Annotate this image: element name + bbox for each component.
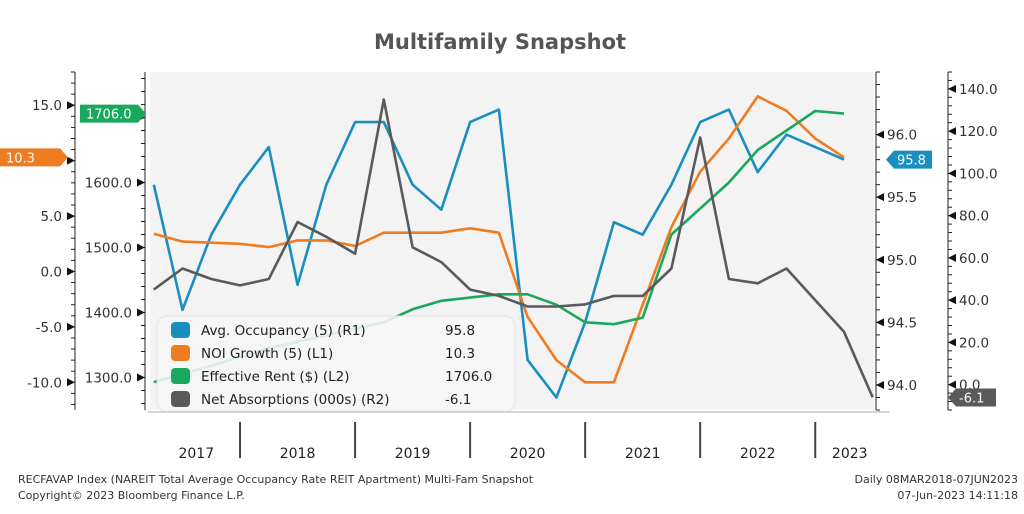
tick-label-R2: 100.0 [959,166,998,182]
year-label-0: 2017 [178,446,214,462]
legend-value-2: 1706.0 [445,369,492,385]
legend-label-3: Net Absorptions (000s) (R2) [201,392,390,408]
axis-tick-L1 [67,101,75,110]
value-tag-R1 [886,150,932,169]
year-label-2: 2019 [395,446,431,462]
legend-swatch-3 [171,391,190,407]
axis-tick-R1 [876,255,884,264]
axis-tick-R2 [948,338,956,347]
chart-title: Multifamily Snapshot [374,30,626,54]
legend-value-1: 10.3 [445,346,475,362]
value-tag-L2 [80,104,146,123]
footer-timestamp: 07-Jun-2023 14:11:18 [897,489,1018,502]
legend: Avg. Occupancy (5) (R1) 95.8 NOI Growth (5… [156,315,516,413]
tick-label-R2: 20.0 [959,335,989,351]
year-label-5: 2022 [740,446,776,462]
tick-label-R1: 94.0 [887,378,917,394]
value-tag-label-L2: 1706.0 [86,108,132,123]
value-tag-label-R2: -6.1 [959,392,984,407]
value-tag-L1 [0,148,68,167]
axis-tick-R2 [948,127,956,136]
axis-tick-L2 [137,178,145,187]
tick-label-R1: 96.0 [887,128,917,144]
value-tags: 10.3 1706.0 95.8 -6.1 [0,104,996,407]
legend-label-0: Avg. Occupancy (5) (R1) [201,323,366,339]
axis-tick-R1 [876,318,884,327]
axis-tick-R1 [876,193,884,202]
legend-value-0: 95.8 [445,323,475,339]
year-label-1: 2018 [280,446,316,462]
year-label-3: 2020 [510,446,546,462]
axis-tick-L1 [67,378,75,387]
legend-swatch-1 [171,345,190,361]
tick-label-R2: 60.0 [959,251,989,267]
value-tag-label-R1: 95.8 [897,154,926,169]
tick-label-L2: 1600.0 [85,176,132,192]
series-line-1 [153,95,845,384]
axis-tick-L1 [67,212,75,221]
legend-label-1: NOI Growth (5) (L1) [201,346,333,362]
axis-tick-R2 [948,84,956,93]
year-label-4: 2021 [625,446,661,462]
x-axis-years: 2017 2018 2019 2020 2021 2022 2023 [148,411,890,462]
value-tag-label-L1: 10.3 [6,151,35,166]
series-line-3 [153,98,874,398]
footer: RECFAVAP Index (NAREIT Total Average Occ… [18,473,1018,502]
axis-tick-L1 [67,267,75,276]
legend-label-2: Effective Rent ($) (L2) [201,369,349,385]
axis-tick-R2 [948,169,956,178]
tick-label-R2: 140.0 [959,82,998,98]
legend-swatch-0 [171,322,190,338]
axis-tick-L1 [67,322,75,331]
footer-range: Daily 08MAR2018-07JUN2023 [855,473,1018,486]
axis-tick-R2 [948,296,956,305]
footer-source: RECFAVAP Index (NAREIT Total Average Occ… [18,473,534,486]
tick-label-L1: 15.0 [32,98,62,114]
axis-tick-R1 [876,130,884,139]
tick-label-L2: 1400.0 [85,306,132,322]
axis-tick-L2 [137,308,145,317]
axis-tick-R2 [948,211,956,220]
tick-label-L2: 1500.0 [85,241,132,257]
tick-label-L2: 1300.0 [85,371,132,387]
legend-value-3: -6.1 [445,392,471,408]
axis-tick-R1 [876,380,884,389]
tick-label-R2: 120.0 [959,124,998,140]
axis-tick-L2 [137,373,145,382]
axis-tick-L1 [67,156,75,165]
tick-label-R2: 40.0 [959,293,989,309]
tick-label-L1: 0.0 [41,264,62,280]
tick-label-R1: 94.5 [887,315,917,331]
tick-label-R1: 95.0 [887,253,917,269]
footer-copyright: Copyright© 2023 Bloomberg Finance L.P. [18,489,245,502]
tick-label-L1: 5.0 [41,209,62,225]
series-line-0 [152,108,845,399]
value-tag-R2 [948,388,996,407]
legend-swatch-2 [171,368,190,384]
tick-label-L1: -10.0 [27,375,62,391]
axis-tick-R2 [948,253,956,262]
tick-label-R2: 80.0 [959,209,989,225]
year-label-6: 2023 [832,446,868,462]
tick-label-L1: -5.0 [36,320,62,336]
axis-tick-R2 [948,380,956,389]
tick-label-R1: 95.5 [887,190,917,206]
axis-tick-L2 [137,243,145,252]
